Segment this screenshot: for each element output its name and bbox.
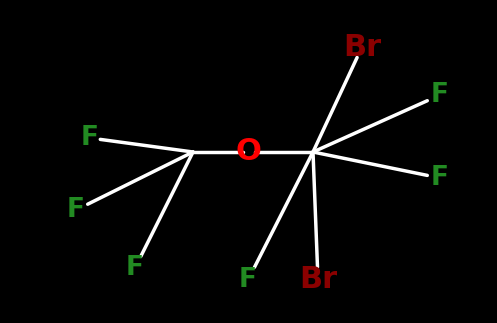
Text: F: F xyxy=(126,255,144,281)
Text: F: F xyxy=(67,197,85,223)
Text: F: F xyxy=(431,82,449,108)
Text: Br: Br xyxy=(343,33,381,61)
Text: O: O xyxy=(235,138,261,166)
Text: Br: Br xyxy=(299,266,337,295)
Text: F: F xyxy=(431,165,449,191)
Text: F: F xyxy=(81,125,99,151)
Text: F: F xyxy=(239,267,257,293)
